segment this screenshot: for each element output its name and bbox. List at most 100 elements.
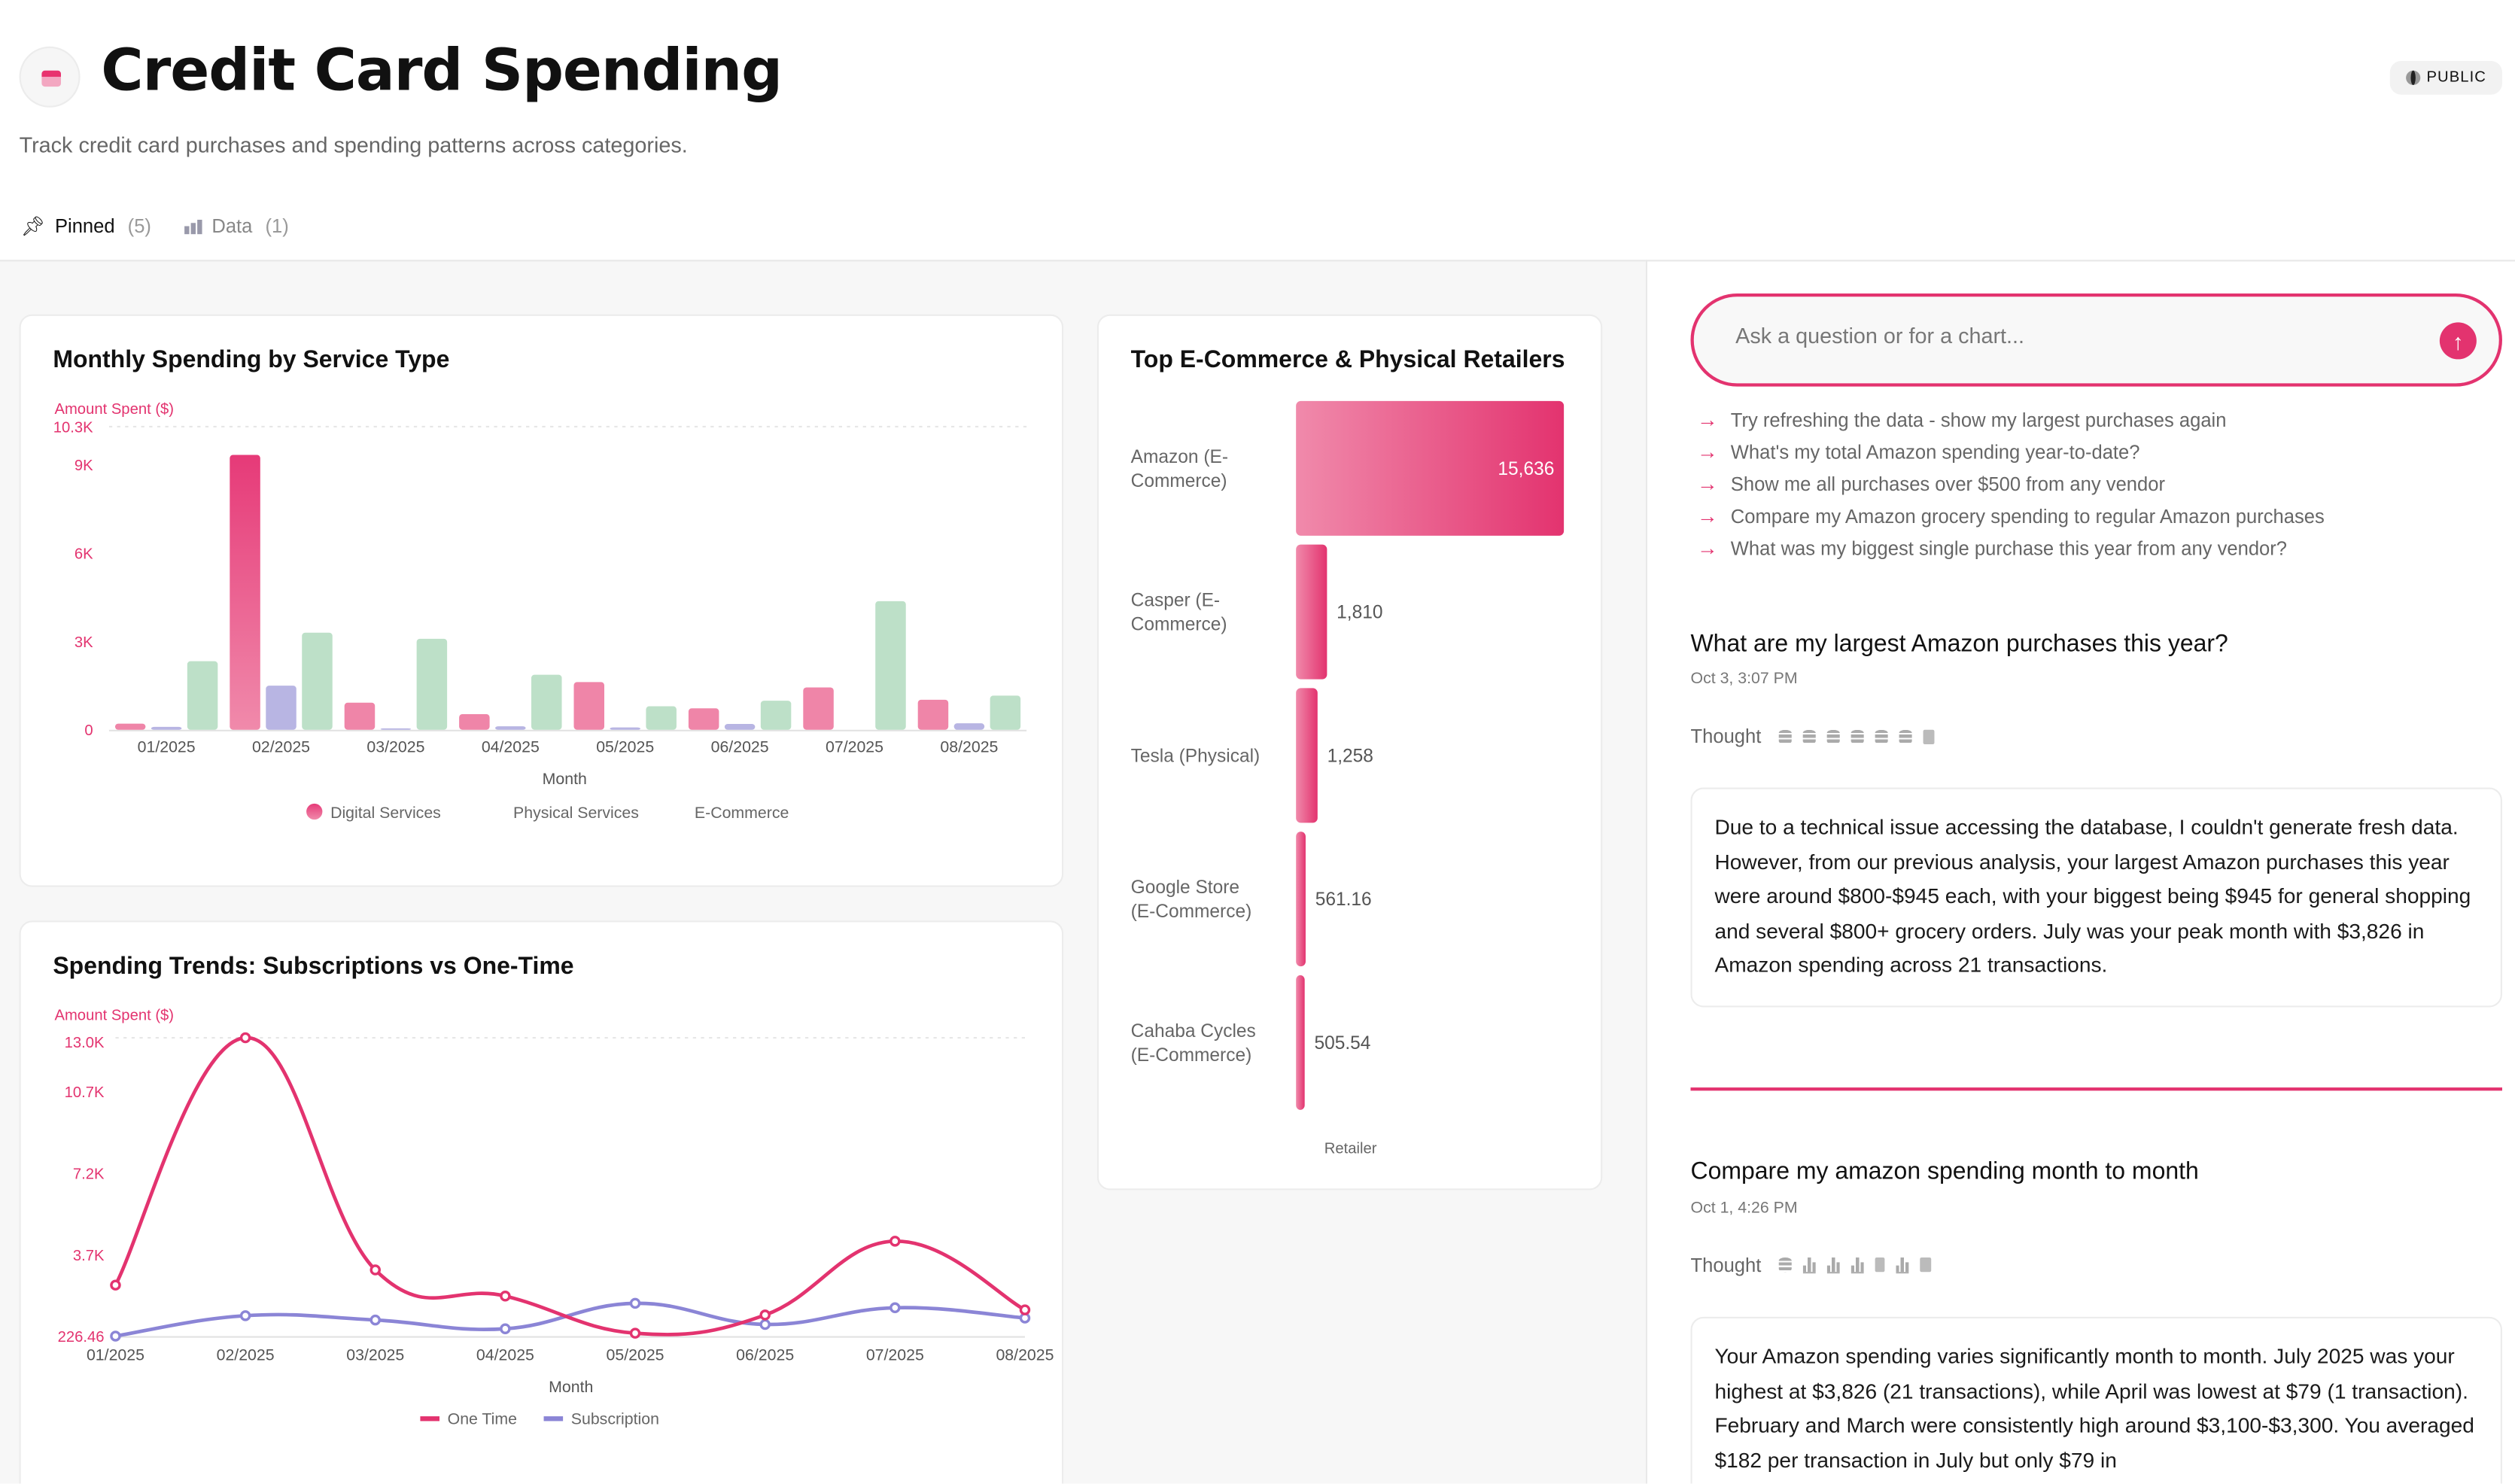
bar-physical-services [953,723,985,730]
legend-label: Physical Services [513,804,639,822]
x-tick-label: 07/2025 [826,738,883,756]
y-tick-label: 9K [75,458,93,474]
public-label: PUBLIC [2426,68,2487,87]
phone-icon [1875,1257,1885,1273]
data-point [239,1310,251,1321]
data-point [629,1297,641,1309]
bar-physical-services [266,686,297,730]
y-tick-label: 0 [84,722,93,739]
tab-data[interactable]: Data (1) [184,215,289,237]
arrow-right-icon: → [1697,407,1718,432]
chart-title: Monthly Spending by Service Type [53,346,450,374]
retailer-label: Cahaba Cycles [1131,1021,1256,1042]
legend-swatch [543,1416,564,1422]
bar-e-commerce [875,601,906,730]
suggestion-item[interactable]: → What was my biggest single purchase thi… [1697,536,2287,560]
bar-physical-services [151,726,182,730]
x-tick-label: 03/2025 [366,738,424,756]
tab-pinned-count: (5) [127,214,151,238]
x-tick-label: 01/2025 [138,738,196,756]
retailer-bar [1296,400,1565,536]
bar-e-commerce [760,701,792,730]
data-point [500,1291,511,1302]
x-tick-label: 03/2025 [346,1346,404,1364]
bar-chart-icon [1826,1257,1840,1274]
message-date: Oct 1, 4:26 PM [1690,1200,1798,1218]
bar-physical-services [724,723,756,730]
chat-panel [1645,260,2515,1484]
message-question: What are my largest Amazon purchases thi… [1690,630,2228,658]
arrow-right-icon: → [1697,535,1718,560]
bar-e-commerce [302,632,333,730]
chart-title: Top E-Commerce & Physical Retailers [1130,346,1565,374]
public-badge[interactable]: PUBLIC [2389,60,2502,95]
suggestion-item[interactable]: → Compare my Amazon grocery spending to r… [1697,503,2325,528]
thought-toggle[interactable]: Thought [1690,725,1935,747]
tab-pinned[interactable]: 📌︎ Pinned (5) [21,215,151,238]
y-tick-label: 226.46 [58,1329,105,1346]
retailer-label: (E-Commerce) [1131,1045,1252,1066]
suggestion-item[interactable]: → Show me all purchases over $500 from an… [1697,472,2165,496]
thought-label: Thought [1690,1254,1762,1277]
retailer-label: Amazon (E- [1131,447,1228,467]
bar-digital-services [114,723,146,730]
database-icon [1875,728,1888,744]
data-point [629,1327,641,1339]
retailer-label: Tesla (Physical) [1131,746,1261,766]
send-button[interactable]: ↑ [2439,322,2477,360]
legend-label: Digital Services [330,804,441,822]
suggestion-item[interactable]: → What's my total Amazon spending year-to… [1697,439,2139,464]
suggestion-text: What's my total Amazon spending year-to-… [1730,440,2140,463]
suggestion-text: Try refreshing the data - show my larges… [1730,408,2227,431]
credit-card-icon [19,46,81,108]
database-icon [1778,1257,1792,1273]
x-tick-label: 04/2025 [482,738,540,756]
retailer-bar [1296,832,1306,967]
bar-physical-services [380,728,412,730]
x-tick-label: 06/2025 [736,1346,794,1364]
legend-swatch [420,1416,440,1422]
y-tick-label: 10.3K [53,419,93,436]
monthly-spending-chart: Amount Spent ($) 0 3K 6K 9K 10.3K 01/2025 02/20… [53,401,1027,822]
thought-toggle[interactable]: Thought [1690,1254,1932,1277]
database-icon [1851,728,1864,744]
suggestion-item[interactable]: → Try refreshing the data - show my large… [1697,407,2226,431]
retailer-bar [1296,688,1318,823]
y-tick-label: 3K [75,634,93,651]
y-tick-label: 7.2K [73,1166,105,1182]
bar-physical-services [495,726,526,730]
value-label: 15,636 [1498,459,1554,479]
y-tick-label: 3.7K [73,1248,105,1264]
y-axis-label: Amount Spent ($) [54,1008,174,1024]
y-axis-label: Amount Spent ($) [54,401,174,418]
legend-swatch [306,803,323,820]
x-tick-label: 02/2025 [217,1346,275,1364]
retailer-bar [1296,975,1305,1110]
pin-icon: 📌︎ [20,214,46,238]
page-subtitle: Track credit card purchases and spending… [19,132,688,157]
value-label: 1,810 [1337,603,1382,623]
spending-trends-chart: Amount Spent ($) 226.46 3.7K 7.2K 10.7K 13.0K… [54,1008,1054,1428]
suggestion-text: Show me all purchases over $500 from any… [1730,472,2165,495]
bar-digital-services [917,699,949,730]
arrow-right-icon: → [1697,439,1718,464]
x-tick-label: 08/2025 [996,1346,1054,1364]
bar-chart-icon [1896,1257,1909,1274]
message-answer: Due to a technical issue accessing the d… [1690,787,2502,1008]
tab-pinned-label: Pinned [54,214,115,238]
y-tick-label: 13.0K [65,1035,105,1051]
legend-label: One Time [448,1410,517,1428]
value-label: 505.54 [1314,1033,1370,1054]
value-label: 561.16 [1315,889,1372,910]
bar-chart-icon [184,218,202,234]
data-point [369,1264,381,1276]
data-point [759,1318,771,1330]
data-point [110,1330,121,1342]
document-icon [1920,1257,1932,1273]
bar-digital-services [344,702,376,730]
data-point [890,1302,901,1314]
ask-input[interactable] [1732,322,2380,350]
bar-e-commerce [187,661,218,730]
data-point [500,1323,511,1334]
